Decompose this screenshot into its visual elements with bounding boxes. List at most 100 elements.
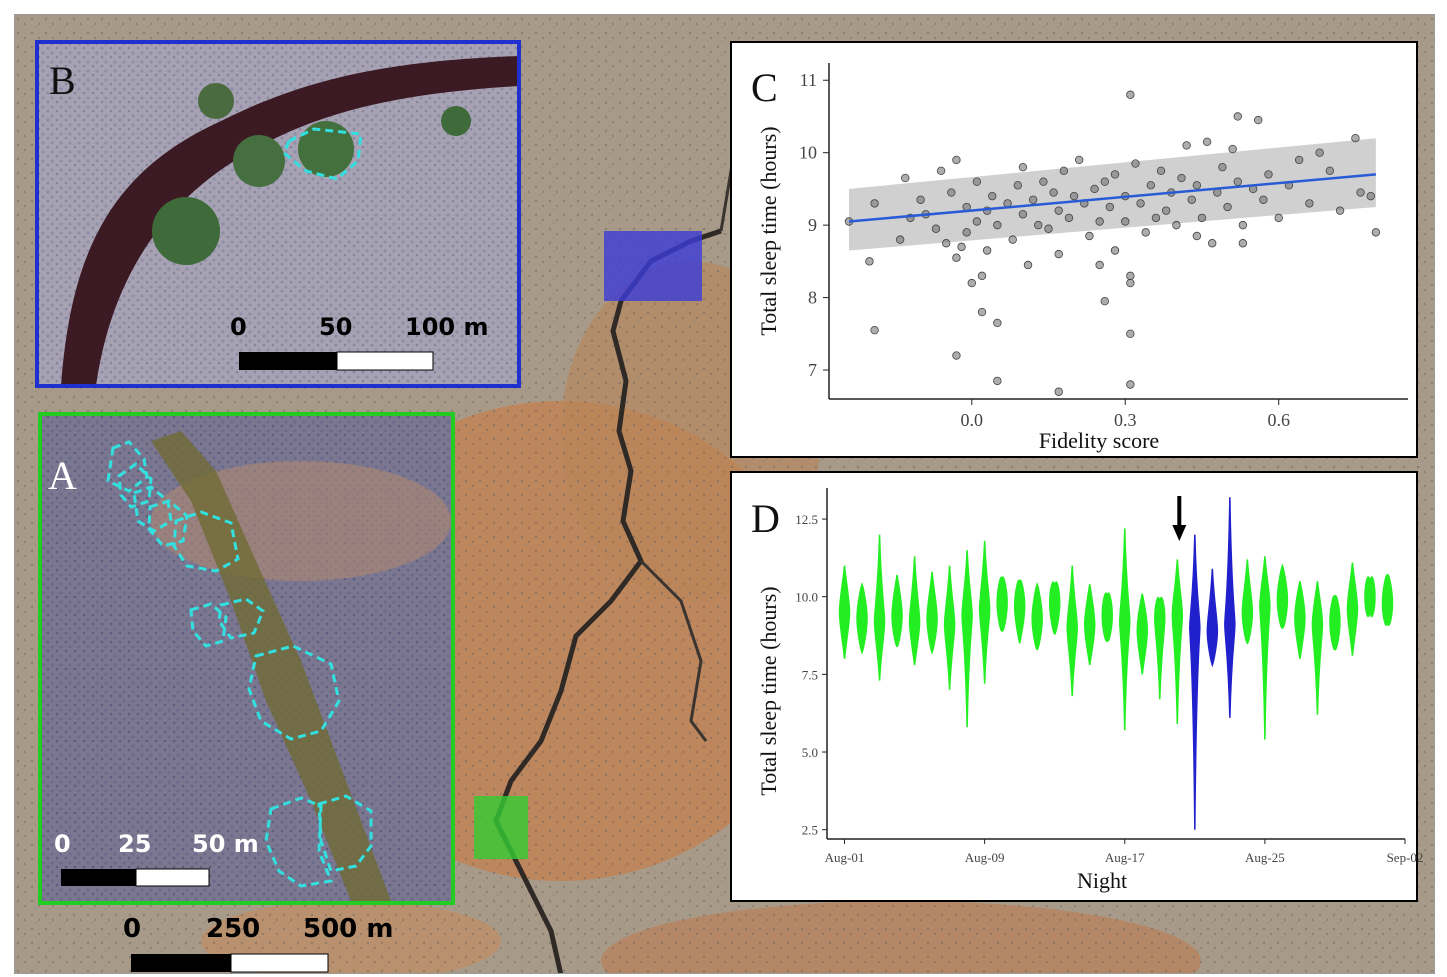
scatter-point [1054,249,1063,259]
panel-b-scale-1: 50 [319,313,352,341]
y-tick-label: 9 [808,215,817,235]
main-scale-label-1: 250 [206,914,260,944]
violin-night [1101,592,1113,642]
x-tick-label: 0.3 [1114,410,1137,430]
violin-night [1224,497,1236,718]
y-tick-label: 7 [808,360,817,380]
panel-a-scale-1: 25 [118,830,151,858]
y-tick-label: 12.5 [795,512,818,527]
x-tick-label: 0.0 [961,410,984,430]
violin-night [961,550,973,728]
scatter-point [1126,278,1135,288]
x-tick-label: Aug-09 [965,850,1005,865]
panel-c-xlabel: Fidelity score [1039,428,1159,453]
x-tick-label: 0.6 [1267,410,1290,430]
scatter-point [952,351,961,360]
scatter-point [1126,271,1135,281]
scatter-point [952,155,961,165]
scatter-point [1156,166,1166,175]
scatter-point [1325,166,1335,175]
scatter-point [1182,141,1191,150]
panel-d-chart: D Aug-01 Aug-09 Aug-17 Aug-25 Sep-02 2.5 5.0 7.… [730,471,1424,902]
scatter-point [1228,144,1237,154]
violin-night [1276,563,1289,629]
violin-night [891,574,903,648]
scatter-point [936,166,946,175]
scatter-point [1039,177,1048,186]
scatter-point [1121,217,1130,226]
scatter-point [982,246,992,255]
x-tick-label: Aug-17 [1105,850,1145,865]
scatter-point [1059,166,1069,175]
scatter-point [895,235,905,244]
scatter-point [972,177,982,186]
violin-night [1259,556,1271,740]
scatter-point [993,318,1002,328]
y-tick-label: 5.0 [802,745,818,760]
scatter-point [1141,228,1150,237]
scatter-point [1187,195,1196,204]
trend-line [848,173,1376,223]
scatter-point [1034,220,1043,230]
violin-night [1083,584,1096,666]
scatter-point [1095,217,1104,226]
scatter-point [1315,148,1324,157]
violin-night [838,565,851,659]
scatter-point [1064,213,1074,223]
scatter-point [1008,235,1017,244]
scatter-point [1074,155,1084,165]
scatter-point [1366,191,1375,201]
y-tick-label: 10 [799,143,817,163]
panel-a-inset: A 0 25 50 m [38,412,455,905]
scatter-point [977,271,987,281]
scatter-point [1264,170,1273,179]
violin-night [978,540,991,684]
scatter-point [1146,181,1156,190]
scatter-point [952,253,961,262]
violin-night [908,556,921,666]
scatter-point [1218,162,1227,172]
violin-night [1206,568,1219,668]
panel-b-scale-0: 0 [230,313,247,341]
x-tick-label: Aug-25 [1245,850,1285,865]
scatter-point [1018,210,1028,219]
scatter-point [1335,206,1345,215]
panel-b-outline [282,127,363,181]
violin-night [926,571,938,655]
panel-d-xlabel: Night [1077,868,1127,893]
scatter-point [870,199,879,208]
scatter-point [1095,260,1104,270]
scatter-point [1136,199,1145,208]
scatter-point [1126,329,1135,338]
scatter-point [1197,213,1207,223]
scatter-point [1085,231,1094,241]
y-tick-label: 2.5 [802,823,818,838]
x-tick-label: Aug-01 [825,850,865,865]
y-tick-label: 8 [808,288,817,308]
violin-night [1048,581,1061,635]
site-a-highlight [474,796,528,859]
scatter-point [1172,220,1181,230]
scatter-point [1151,213,1161,223]
scatter-point [1054,387,1063,396]
scatter-point [1192,181,1202,190]
panel-b-scale-2: 100 m [405,313,488,341]
x-tick-label: Sep-02 [1387,850,1424,865]
scatter-point [1202,137,1212,147]
panel-c-chart: C 0.0 0.3 0.6 7 8 9 10 11 Fidelity score Total … [730,41,1418,458]
violin-night [943,565,956,690]
scatter-point [1131,159,1140,168]
scatter-point [988,191,997,201]
scatter-point [1371,228,1381,237]
panel-c-plot: 0.0 0.3 0.6 7 8 9 10 11 [799,70,1381,430]
scatter-point [1351,133,1360,143]
main-scale-label-2: 500 m [303,914,393,944]
scatter-point [1023,260,1033,270]
scatter-point [972,217,982,226]
scatter-point [916,195,925,204]
panel-a-scale-2: 50 m [192,830,259,858]
scatter-point [1044,224,1053,233]
panel-c-ylabel: Total sleep time (hours) [756,126,781,335]
violin-night [1136,593,1149,675]
